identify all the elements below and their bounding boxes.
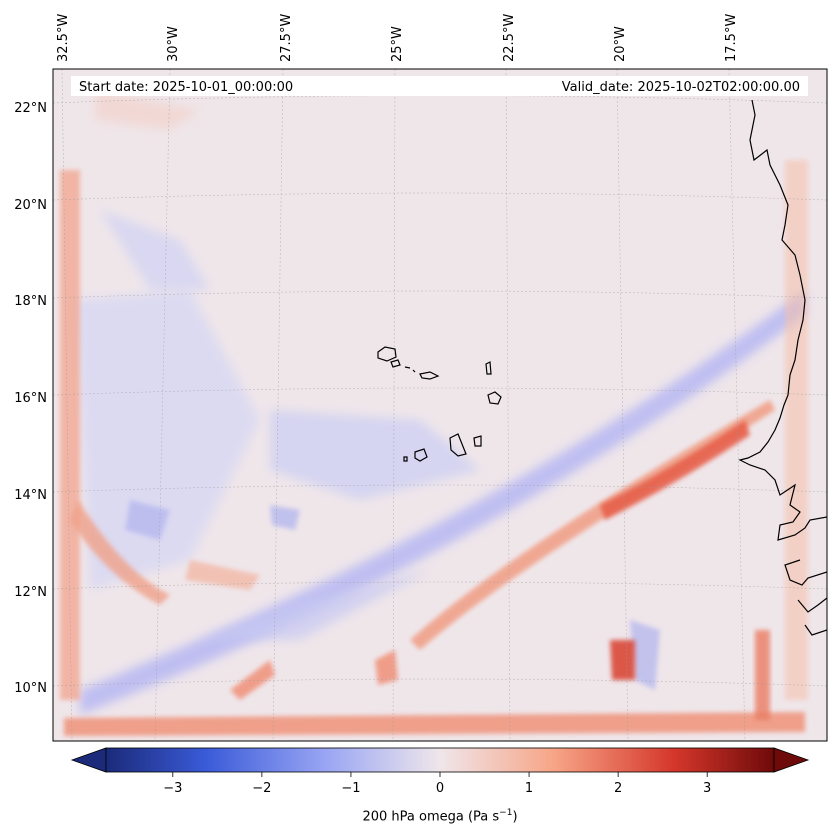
map-panel <box>53 69 827 741</box>
island-santa-luzia <box>404 366 416 373</box>
colorbar-ticks: −3 −2 −1 0 1 2 3 <box>163 772 711 796</box>
island-sal <box>485 361 492 375</box>
lat-label: 18°N <box>14 294 47 309</box>
lon-label: 32.5°W <box>56 14 71 62</box>
lat-label: 20°N <box>14 198 47 213</box>
colorbar-label: 200 hPa omega (Pa s−1) <box>362 808 518 825</box>
lon-label: 22.5°W <box>502 14 517 62</box>
colorbar-body <box>105 747 775 773</box>
colorbar-tick-label: 0 <box>436 781 444 796</box>
island-fogo <box>414 448 428 462</box>
colorbar-extend-low <box>70 747 107 773</box>
island-brava <box>403 456 408 462</box>
colorbar-tick-label: 2 <box>614 781 622 796</box>
island-santiago <box>449 433 467 457</box>
valid-date-text: Valid_date: 2025-10-02T02:00:00.00 <box>562 80 800 95</box>
lat-label: 12°N <box>14 585 47 600</box>
lat-label: 16°N <box>14 391 47 406</box>
lon-label: 25°W <box>390 26 405 62</box>
colorbar-tick-label: −3 <box>163 781 182 796</box>
colorbar: −3 −2 −1 0 1 2 3 <box>70 747 810 796</box>
colorbar-tick-label: 3 <box>703 781 711 796</box>
coastlines <box>377 99 827 636</box>
colorbar-extend-high <box>773 747 810 773</box>
lon-label: 30°W <box>166 26 181 62</box>
colorbar-tick-label: 1 <box>525 781 533 796</box>
island-santo-antao <box>377 346 397 362</box>
longitude-labels: 32.5°W 30°W 27.5°W 25°W 22.5°W 20°W 17.5… <box>56 14 739 62</box>
lon-label: 27.5°W <box>279 14 294 62</box>
island-maio <box>473 435 482 447</box>
latitude-labels: 22°N 20°N 18°N 16°N 14°N 12°N 10°N <box>14 101 47 696</box>
africa-coastline <box>738 99 827 636</box>
map-gridlines <box>53 69 827 741</box>
lon-label: 17.5°W <box>724 14 739 62</box>
island-sao-nicolau <box>419 371 440 380</box>
island-boa-vista <box>487 391 502 405</box>
start-date-text: Start date: 2025-10-01_00:00:00 <box>79 80 293 95</box>
date-info-bar: Start date: 2025-10-01_00:00:00 Valid_da… <box>71 76 808 96</box>
lat-label: 22°N <box>14 101 47 116</box>
lat-label: 14°N <box>14 488 47 503</box>
omega-field-shading <box>60 90 808 736</box>
colorbar-tick-label: −1 <box>341 781 360 796</box>
island-sao-vicente <box>390 359 401 368</box>
map-frame <box>52 68 828 742</box>
lat-label: 10°N <box>14 681 47 696</box>
lon-label: 20°W <box>613 26 628 62</box>
colorbar-tick-label: −2 <box>252 781 271 796</box>
